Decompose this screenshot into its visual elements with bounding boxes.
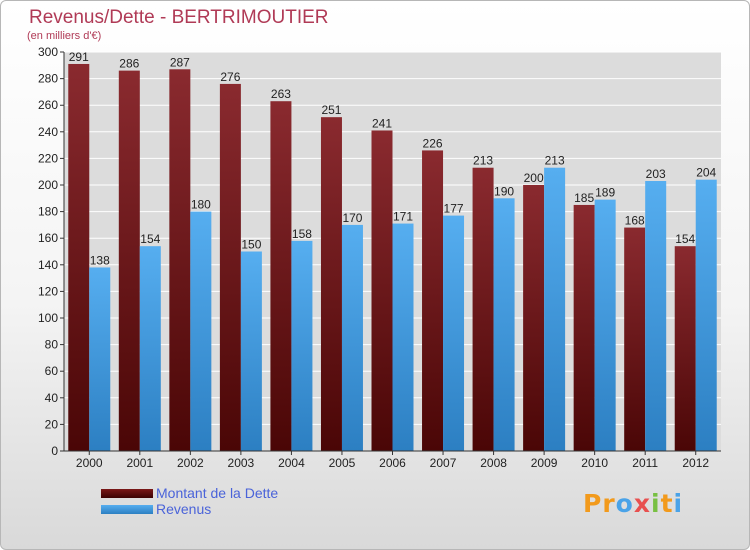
revenus-value-label: 154 (140, 232, 160, 246)
revenus-value-label: 171 (393, 210, 413, 224)
dette-value-label: 286 (119, 57, 139, 71)
logo-letter: r (602, 489, 616, 518)
x-tick-label: 2001 (126, 456, 153, 470)
revenus-bar (443, 215, 465, 451)
x-tick-label: 2002 (177, 456, 204, 470)
revenus-bar (291, 240, 313, 451)
dette-bar (219, 83, 241, 452)
revenus-value-label: 189 (595, 186, 615, 200)
revenus-value-label: 158 (292, 227, 312, 241)
dette-bar (674, 246, 696, 451)
dette-value-label: 154 (675, 232, 695, 246)
x-tick-label: 2010 (581, 456, 608, 470)
revenus-bar (240, 251, 262, 451)
y-tick-label: 220 (38, 151, 58, 165)
x-tick-label: 2009 (531, 456, 558, 470)
y-tick-label: 200 (38, 178, 58, 192)
revenus-value-label: 177 (444, 202, 464, 216)
revenus-value-label: 138 (90, 253, 110, 267)
dette-value-label: 263 (271, 87, 291, 101)
y-tick-label: 180 (38, 205, 58, 219)
revenus-value-label: 213 (545, 154, 565, 168)
y-tick-label: 120 (38, 284, 58, 298)
dette-value-label: 291 (69, 50, 89, 64)
y-tick-label: 260 (38, 98, 58, 112)
chart-subtitle: (en milliers d'€) (27, 30, 102, 42)
revenus-value-label: 150 (241, 238, 261, 252)
logo-letter: i (673, 489, 684, 518)
dette-value-label: 168 (625, 214, 645, 228)
revenus-bar (89, 267, 111, 451)
dette-value-label: 241 (372, 116, 392, 130)
x-tick-label: 2000 (76, 456, 103, 470)
dette-value-label: 185 (574, 191, 594, 205)
y-tick-label: 300 (38, 45, 58, 59)
x-tick-label: 2012 (682, 456, 709, 470)
revenus-value-label: 180 (191, 198, 211, 212)
y-tick-label: 240 (38, 125, 58, 139)
logo-letter: x (633, 489, 651, 518)
revenus-value-label: 170 (342, 211, 362, 225)
dette-value-label: 287 (170, 55, 190, 69)
y-tick-label: 40 (45, 391, 59, 405)
revenus-value-label: 204 (696, 166, 716, 180)
revenus-bar (341, 224, 363, 451)
x-tick-label: 2007 (430, 456, 457, 470)
x-tick-label: 2003 (228, 456, 255, 470)
logo-letter: i (651, 489, 661, 518)
dette-bar (68, 63, 90, 451)
dette-bar (624, 227, 646, 451)
revenus-bar (544, 167, 566, 451)
dette-value-label: 213 (473, 154, 493, 168)
x-tick-label: 2011 (632, 456, 658, 470)
y-tick-label: 60 (45, 364, 59, 378)
y-tick-label: 100 (38, 311, 58, 325)
bar-chart: 0 20 40 60 80 100 120 140 160 180 200 220 240 260 280 3… (38, 45, 721, 470)
dette-value-label: 226 (423, 136, 443, 150)
logo-letter: o (615, 489, 634, 518)
legend-label-revenus: Revenus (156, 501, 212, 517)
x-tick-label: 2005 (329, 456, 356, 470)
revenus-value-label: 203 (646, 167, 666, 181)
revenus-bar (493, 198, 515, 451)
dette-bar (169, 69, 191, 451)
revenus-bar (139, 246, 161, 451)
dette-bar (472, 167, 494, 451)
chart-title: Revenus/Dette - BERTRIMOUTIER (29, 7, 329, 28)
dette-value-label: 200 (524, 171, 544, 185)
y-tick-label: 280 (38, 72, 58, 86)
y-tick-label: 0 (51, 444, 58, 458)
y-tick-label: 80 (45, 338, 59, 352)
legend-swatch-revenus (101, 505, 153, 514)
y-tick-label: 160 (38, 231, 58, 245)
revenus-bar (190, 211, 212, 451)
dette-bar (523, 185, 545, 451)
dette-bar (118, 70, 140, 452)
y-tick-label: 140 (38, 258, 58, 272)
dette-bar (270, 101, 292, 452)
legend-label-dette: Montant de la Dette (156, 485, 279, 501)
logo-letter: t (660, 489, 674, 518)
revenus-bar (695, 179, 717, 451)
y-tick-label: 20 (45, 417, 59, 431)
dette-value-label: 276 (220, 70, 240, 84)
revenus-value-label: 190 (494, 184, 514, 198)
revenus-bar (594, 199, 616, 451)
dette-bar (573, 204, 595, 451)
dette-bar (371, 130, 393, 451)
dette-value-label: 251 (321, 103, 341, 117)
x-tick-label: 2008 (480, 456, 507, 470)
dette-bar (422, 150, 444, 452)
revenus-bar (645, 181, 667, 451)
x-tick-label: 2004 (278, 456, 305, 470)
legend-swatch-dette (101, 489, 153, 498)
x-tick-label: 2006 (379, 456, 406, 470)
proxiti-logo: Proxiti (583, 489, 683, 518)
revenus-bar (392, 223, 414, 451)
logo-letter: P (583, 489, 603, 518)
dette-bar (320, 117, 342, 452)
